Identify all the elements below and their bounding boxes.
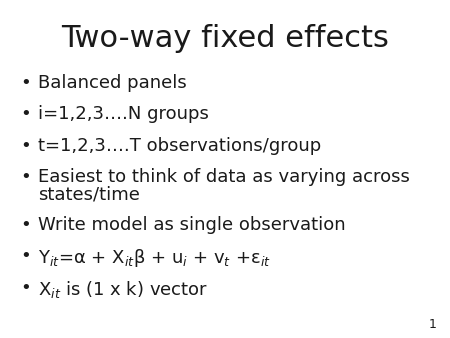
Text: X$_{it}$ is (1 x k) vector: X$_{it}$ is (1 x k) vector xyxy=(38,279,208,299)
Text: •: • xyxy=(20,168,31,186)
Text: •: • xyxy=(20,137,31,154)
Text: 1: 1 xyxy=(428,318,436,331)
Text: Write model as single observation: Write model as single observation xyxy=(38,216,346,234)
Text: Y$_{it}$=α + X$_{it}$β + u$_{i}$ + v$_{t}$ +ε$_{it}$: Y$_{it}$=α + X$_{it}$β + u$_{i}$ + v$_{t… xyxy=(38,247,271,269)
Text: •: • xyxy=(20,216,31,234)
Text: Easiest to think of data as varying across: Easiest to think of data as varying acro… xyxy=(38,168,410,186)
Text: states/time: states/time xyxy=(38,185,140,203)
Text: •: • xyxy=(20,279,31,296)
Text: •: • xyxy=(20,105,31,123)
Text: t=1,2,3….T observations/group: t=1,2,3….T observations/group xyxy=(38,137,321,154)
Text: i=1,2,3….N groups: i=1,2,3….N groups xyxy=(38,105,209,123)
Text: Two-way fixed effects: Two-way fixed effects xyxy=(61,24,389,53)
Text: Balanced panels: Balanced panels xyxy=(38,74,187,92)
Text: •: • xyxy=(20,74,31,92)
Text: •: • xyxy=(20,247,31,265)
